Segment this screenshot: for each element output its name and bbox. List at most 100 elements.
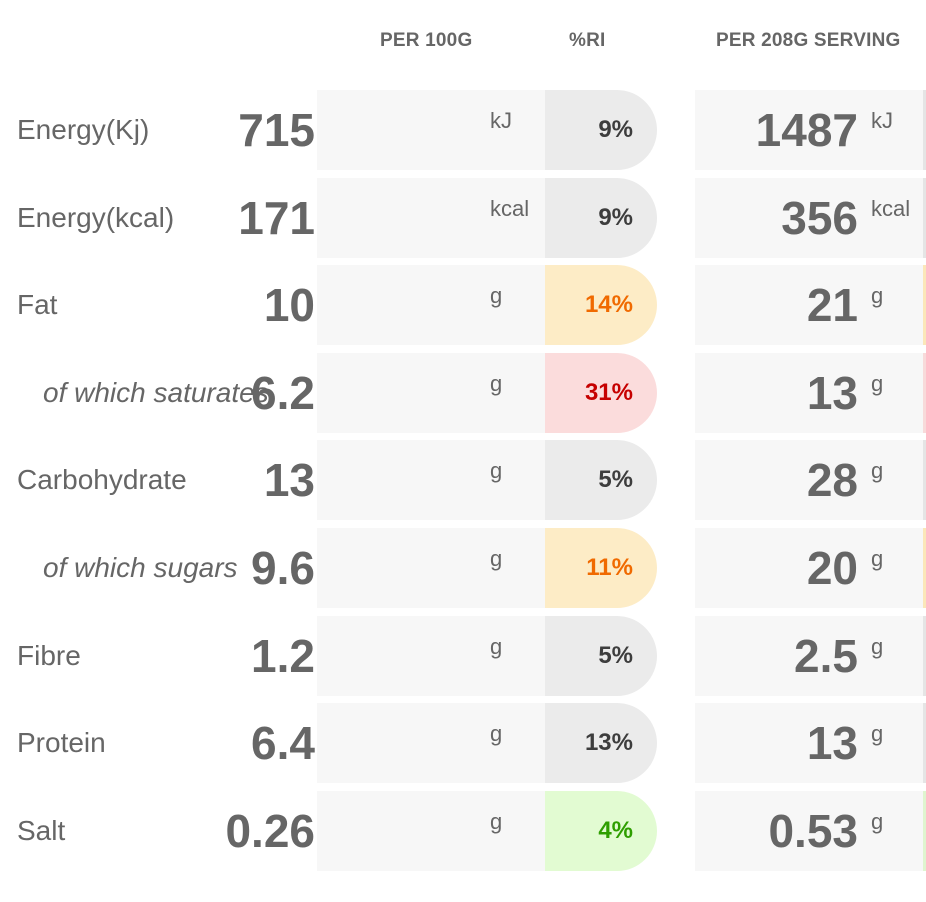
ri-indicator-strip: [923, 265, 926, 345]
ri-pill: 5%: [545, 616, 657, 696]
ri-value: 9%: [598, 116, 633, 143]
per-100g-cell: [317, 353, 545, 433]
ri-pill: 5%: [545, 440, 657, 520]
per-serving-cell: [695, 703, 926, 783]
ri-value: 9%: [598, 204, 633, 231]
per-serving-cell: [695, 791, 926, 871]
per-100g-cell: [317, 178, 545, 258]
per-100g-cell: [317, 703, 545, 783]
per-100g-unit: kJ: [490, 108, 512, 133]
per-100g-unit: g: [490, 546, 503, 571]
ri-pill: 9%: [545, 178, 657, 258]
ri-value: 13%: [584, 729, 633, 756]
header-ri: %RI: [569, 30, 606, 51]
per-serving-unit: g: [871, 458, 884, 483]
ri-pill: 9%: [545, 90, 657, 170]
nutrient-row: Protein 13% 6.4 g 13 g: [0, 703, 926, 783]
per-100g-value: 6.4: [251, 717, 315, 769]
per-serving-value: 13: [806, 717, 858, 769]
per-serving-value: 2.5: [794, 630, 858, 682]
ri-pill: 13%: [545, 703, 657, 783]
ri-indicator-strip: [923, 528, 926, 608]
per-100g-unit: g: [490, 634, 503, 659]
nutrient-label: Salt: [17, 815, 66, 846]
nutrient-label: Carbohydrate: [17, 464, 187, 495]
nutrient-label: of which saturates: [43, 377, 269, 408]
nutrient-label: Protein: [17, 727, 106, 758]
header-per-serving: PER 208G SERVING: [716, 30, 901, 51]
per-100g-value: 0.26: [225, 805, 315, 857]
per-100g-value: 1.2: [251, 630, 315, 682]
per-100g-unit: g: [490, 371, 503, 396]
per-100g-value: 6.2: [251, 367, 315, 419]
per-serving-unit: g: [871, 809, 884, 834]
ri-indicator-strip: [923, 791, 926, 871]
per-serving-unit: kJ: [871, 108, 893, 133]
ri-indicator-strip: [923, 440, 926, 520]
per-100g-unit: kcal: [490, 196, 530, 221]
per-serving-value: 356: [781, 192, 858, 244]
nutrient-row: Energy(Kj) 9% 715 kJ 1487 kJ: [0, 90, 926, 170]
per-100g-cell: [317, 791, 545, 871]
per-100g-value: 715: [238, 104, 315, 156]
nutrient-row: Fibre 5% 1.2 g 2.5 g: [0, 616, 926, 696]
per-100g-value: 10: [263, 279, 315, 331]
per-100g-cell: [317, 265, 545, 345]
per-serving-unit: g: [871, 283, 884, 308]
nutrient-label: Fibre: [17, 640, 81, 671]
per-100g-cell: [317, 616, 545, 696]
nutrient-label: Energy(Kj): [17, 114, 150, 145]
ri-pill: 31%: [545, 353, 657, 433]
per-serving-value: 20: [806, 542, 858, 594]
ri-pill: 11%: [545, 528, 657, 608]
nutrient-row: of which sugars 11% 9.6 g 20 g: [0, 528, 926, 608]
ri-indicator-strip: [923, 353, 926, 433]
nutrient-row: Fat 14% 10 g 21 g: [0, 265, 926, 345]
per-serving-cell: [695, 353, 926, 433]
nutrient-label: Fat: [17, 289, 58, 320]
per-serving-value: 1487: [755, 104, 858, 156]
per-100g-cell: [317, 440, 545, 520]
nutrient-row: Salt 4% 0.26 g 0.53 g: [0, 791, 926, 871]
ri-value: 4%: [598, 817, 633, 844]
nutrient-row: of which saturates 31% 6.2 g 13 g: [0, 353, 926, 433]
nutrient-row: Carbohydrate 5% 13 g 28 g: [0, 440, 926, 520]
ri-indicator-strip: [923, 703, 926, 783]
per-serving-cell: [695, 616, 926, 696]
per-100g-value: 9.6: [251, 542, 315, 594]
per-100g-unit: g: [490, 809, 503, 834]
header-per-100g: PER 100G: [380, 30, 473, 51]
per-serving-cell: [695, 440, 926, 520]
ri-value: 5%: [598, 466, 633, 493]
per-serving-unit: g: [871, 371, 884, 396]
per-serving-cell: [695, 265, 926, 345]
per-serving-cell: [695, 528, 926, 608]
per-serving-value: 28: [806, 454, 858, 506]
nutrient-label: Energy(kcal): [17, 202, 175, 233]
per-serving-unit: g: [871, 546, 884, 571]
ri-value: 31%: [584, 379, 633, 406]
ri-value: 11%: [586, 554, 633, 581]
per-serving-value: 13: [806, 367, 858, 419]
ri-indicator-strip: [923, 90, 926, 170]
ri-value: 14%: [584, 291, 633, 318]
per-100g-cell: [317, 90, 545, 170]
ri-pill: 4%: [545, 791, 657, 871]
per-serving-value: 0.53: [768, 805, 858, 857]
per-100g-unit: g: [490, 721, 503, 746]
ri-pill: 14%: [545, 265, 657, 345]
per-serving-cell: [695, 90, 926, 170]
per-100g-value: 171: [238, 192, 315, 244]
per-serving-cell: [695, 178, 926, 258]
nutrient-row: Energy(kcal) 9% 171 kcal 356 kcal: [0, 178, 926, 258]
ri-value: 5%: [598, 642, 633, 669]
per-100g-unit: g: [490, 458, 503, 483]
per-100g-unit: g: [490, 283, 503, 308]
per-serving-unit: g: [871, 721, 884, 746]
per-100g-cell: [317, 528, 545, 608]
per-serving-value: 21: [806, 279, 858, 331]
ri-indicator-strip: [923, 616, 926, 696]
per-serving-unit: kcal: [871, 196, 911, 221]
ri-indicator-strip: [923, 178, 926, 258]
